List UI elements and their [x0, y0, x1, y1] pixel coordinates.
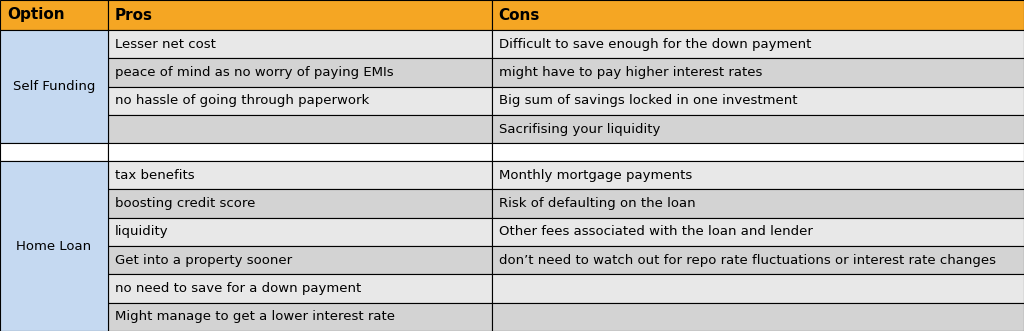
- Bar: [0, 0, 108, 30]
- Bar: [108, 115, 492, 143]
- Text: liquidity: liquidity: [115, 225, 168, 238]
- Text: Pros: Pros: [115, 8, 153, 23]
- Bar: [108, 30, 492, 58]
- Text: Monthly mortgage payments: Monthly mortgage payments: [499, 169, 692, 182]
- Text: Cons: Cons: [499, 8, 540, 23]
- Text: Other fees associated with the loan and lender: Other fees associated with the loan and …: [499, 225, 813, 238]
- Text: Might manage to get a lower interest rate: Might manage to get a lower interest rat…: [115, 310, 394, 323]
- Bar: [108, 303, 492, 331]
- Bar: [108, 58, 492, 87]
- Bar: [492, 303, 1024, 331]
- Bar: [492, 190, 1024, 218]
- Bar: [492, 30, 1024, 58]
- Text: Lesser net cost: Lesser net cost: [115, 38, 216, 51]
- Bar: [492, 218, 1024, 246]
- Bar: [492, 143, 1024, 161]
- Text: no need to save for a down payment: no need to save for a down payment: [115, 282, 360, 295]
- Bar: [492, 115, 1024, 143]
- Text: Big sum of savings locked in one investment: Big sum of savings locked in one investm…: [499, 94, 798, 107]
- Text: boosting credit score: boosting credit score: [115, 197, 255, 210]
- Text: Risk of defaulting on the loan: Risk of defaulting on the loan: [499, 197, 695, 210]
- Bar: [492, 58, 1024, 87]
- Bar: [492, 274, 1024, 303]
- Bar: [492, 161, 1024, 190]
- Bar: [108, 190, 492, 218]
- Text: Get into a property sooner: Get into a property sooner: [115, 254, 292, 267]
- Bar: [0, 143, 108, 161]
- Text: no hassle of going through paperwork: no hassle of going through paperwork: [115, 94, 369, 107]
- Text: don’t need to watch out for repo rate fluctuations or interest rate changes: don’t need to watch out for repo rate fl…: [499, 254, 995, 267]
- Text: Difficult to save enough for the down payment: Difficult to save enough for the down pa…: [499, 38, 811, 51]
- Bar: [0, 161, 108, 331]
- Text: might have to pay higher interest rates: might have to pay higher interest rates: [499, 66, 762, 79]
- Bar: [108, 143, 492, 161]
- Bar: [108, 161, 492, 190]
- Text: peace of mind as no worry of paying EMIs: peace of mind as no worry of paying EMIs: [115, 66, 393, 79]
- Text: tax benefits: tax benefits: [115, 169, 195, 182]
- Text: Sacrifising your liquidity: Sacrifising your liquidity: [499, 122, 660, 136]
- Bar: [108, 246, 492, 274]
- Text: Self Funding: Self Funding: [12, 80, 95, 93]
- Bar: [0, 30, 108, 143]
- Text: Option: Option: [7, 8, 65, 23]
- Bar: [108, 274, 492, 303]
- Bar: [492, 246, 1024, 274]
- Bar: [108, 87, 492, 115]
- Bar: [492, 87, 1024, 115]
- Bar: [108, 218, 492, 246]
- Bar: [492, 0, 1024, 30]
- Bar: [108, 0, 492, 30]
- Text: Home Loan: Home Loan: [16, 240, 91, 253]
